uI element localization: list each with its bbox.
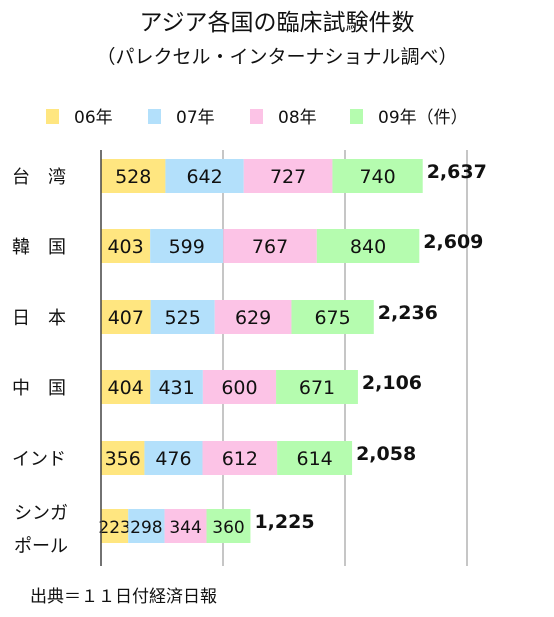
bar-value-label: 612 (222, 448, 258, 470)
bar-value-label: 403 (107, 236, 143, 258)
legend-swatch-08年 (250, 109, 263, 124)
legend-label-09年: 09年（件） (378, 108, 468, 128)
bar-value-label: 767 (252, 236, 288, 258)
bar-total-label: 2,106 (362, 372, 422, 394)
category-label: インド (12, 449, 66, 470)
bar-total-label: 2,236 (378, 302, 438, 324)
bar-シンガポール-07年 (128, 509, 165, 543)
bar-台湾-07年 (165, 159, 244, 193)
legend-label-06年: 06年 (74, 108, 113, 128)
bar-中国-08年 (202, 370, 277, 404)
bar-value-label: 727 (270, 166, 306, 188)
bar-value-label: 431 (158, 377, 194, 399)
bar-value-label: 600 (221, 377, 257, 399)
bar-中国-07年 (150, 370, 203, 404)
bar-シンガポール-06年 (101, 509, 129, 543)
bar-value-label: 740 (359, 166, 395, 188)
bar-韓国-07年 (150, 229, 224, 263)
bar-value-label: 476 (155, 448, 191, 470)
bar-total-label: 2,609 (423, 231, 483, 253)
bar-韓国-08年 (223, 229, 317, 263)
bar-value-label: 671 (299, 377, 335, 399)
bar-value-label: 407 (108, 307, 144, 329)
bar-日本-09年 (291, 300, 374, 334)
category-label: シンガ (14, 503, 68, 524)
bar-インド-09年 (277, 441, 353, 475)
bar-中国-09年 (276, 370, 358, 404)
bar-value-label: 629 (235, 307, 271, 329)
bar-value-label: 404 (108, 377, 144, 399)
category-label: 台 湾 (12, 167, 66, 188)
bar-台湾-09年 (332, 159, 423, 193)
category-label: 日 本 (12, 308, 66, 329)
bar-value-label: 223 (98, 518, 130, 538)
bar-total-label: 1,225 (254, 511, 314, 533)
bar-value-label: 614 (296, 448, 332, 470)
category-label: 中 国 (12, 378, 66, 399)
bar-value-label: 344 (169, 518, 201, 538)
bar-シンガポール-09年 (206, 509, 251, 543)
legend-label-07年: 07年 (176, 108, 215, 128)
bar-韓国-09年 (316, 229, 420, 263)
source-note: 出典＝１１日付経済日報 (30, 587, 217, 607)
chart-title: アジア各国の臨床試験件数 (139, 10, 415, 36)
bar-value-label: 356 (105, 448, 141, 470)
legend-swatch-07年 (148, 109, 161, 124)
bar-シンガポール-08年 (164, 509, 207, 543)
bar-value-label: 840 (350, 236, 386, 258)
category-label: 韓 国 (12, 237, 66, 258)
bar-インド-07年 (144, 441, 203, 475)
bar-total-label: 2,058 (356, 443, 416, 465)
bar-value-label: 360 (212, 518, 244, 538)
bar-中国-06年 (101, 370, 151, 404)
bar-日本-07年 (150, 300, 215, 334)
bar-韓国-06年 (101, 229, 151, 263)
bar-value-label: 528 (115, 166, 151, 188)
bar-インド-06年 (101, 441, 145, 475)
bar-value-label: 599 (169, 236, 205, 258)
bar-インド-08年 (202, 441, 278, 475)
bar-台湾-08年 (243, 159, 333, 193)
bar-台湾-06年 (101, 159, 166, 193)
legend-label-08年: 08年 (278, 108, 317, 128)
legend-swatch-09年 (350, 109, 363, 124)
bar-日本-06年 (101, 300, 151, 334)
bar-value-label: 675 (314, 307, 350, 329)
bar-日本-08年 (214, 300, 292, 334)
category-label: ポール (14, 536, 68, 557)
bar-value-label: 298 (130, 518, 162, 538)
legend-swatch-06年 (46, 109, 59, 124)
chart-subtitle: （パレクセル・インターナショナル調べ） (96, 46, 458, 68)
bar-value-label: 642 (186, 166, 222, 188)
bar-value-label: 525 (165, 307, 201, 329)
bar-total-label: 2,637 (427, 161, 487, 183)
